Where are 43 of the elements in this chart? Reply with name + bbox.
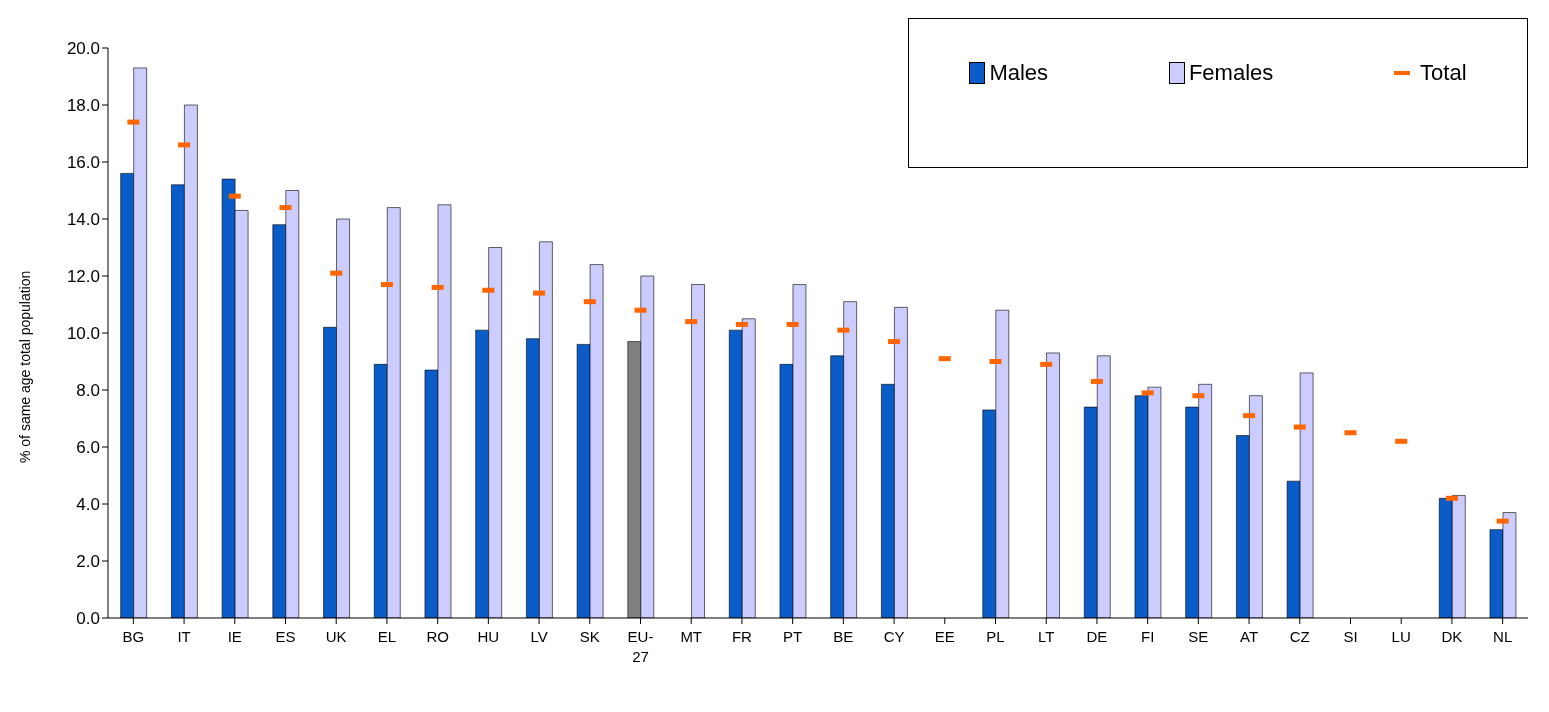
x-tick-label: DK [1441,628,1463,645]
legend-label: Males [988,60,1049,86]
y-tick-label: 20.0 [66,39,100,59]
x-tick-label: PT [783,628,803,645]
x-tick-label: IT [177,628,191,645]
x-tick-label: EU-27 [627,628,654,665]
x-tick-label: FI [1140,628,1155,645]
x-tick-label: EE [934,628,955,645]
y-tick-label: 0.0 [76,609,100,629]
y-tick-label: 4.0 [76,495,100,515]
x-tick-label: HU [477,628,500,645]
y-tick-label: 8.0 [76,381,100,401]
x-tick-label: NL [1493,628,1513,645]
x-tick-label: RO [426,628,449,645]
y-tick-label: 12.0 [66,267,100,287]
x-tick-label: FR [731,628,753,645]
x-tick-label: IE [227,628,242,645]
x-tick-label: AT [1240,628,1259,645]
y-tick-label: 18.0 [66,96,100,116]
legend-label: Females [1187,60,1274,86]
x-tick-label: UK [325,628,347,645]
x-tick-label: LV [530,628,548,645]
x-tick-label: LU [1391,628,1411,645]
y-tick-label: 2.0 [76,552,100,572]
x-tick-label: BE [833,628,854,645]
x-tick-label: EL [377,628,397,645]
y-tick-label: 6.0 [76,438,100,458]
x-tick-label: CY [883,628,905,645]
legend-label: Total [1419,60,1467,86]
x-tick-label: SE [1188,628,1209,645]
y-axis-title: % of same age total population [16,270,33,463]
x-tick-label: ES [275,628,296,645]
y-tick-label: 16.0 [66,153,100,173]
x-tick-label: SI [1343,628,1358,645]
x-tick-label: CZ [1289,628,1310,645]
x-tick-label: SK [579,628,600,645]
x-tick-label: LT [1038,628,1055,645]
x-tick-label: PL [986,628,1005,645]
x-tick-label: DE [1086,628,1108,645]
x-tick-label: MT [680,628,703,645]
y-tick-label: 10.0 [66,324,100,344]
y-tick-label: 14.0 [66,210,100,230]
x-tick-label: BG [122,628,145,645]
